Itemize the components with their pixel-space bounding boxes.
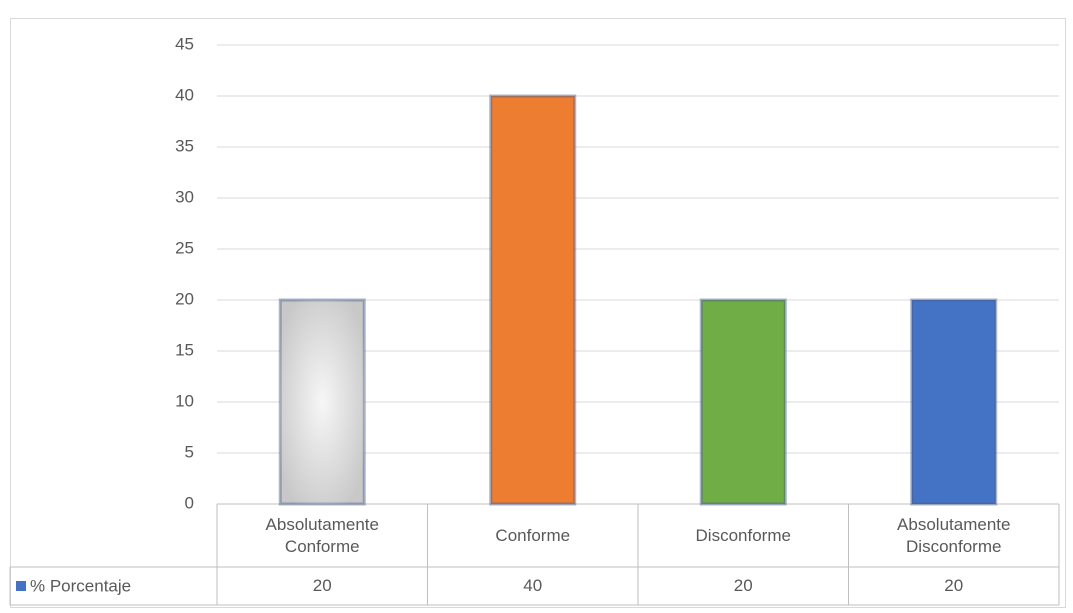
y-tick-label: 35 bbox=[175, 136, 194, 155]
bar bbox=[699, 298, 787, 506]
x-tick-label: Absolutamente Disconforme bbox=[897, 514, 1011, 556]
y-tick-label: 5 bbox=[185, 442, 194, 461]
y-tick-label: 40 bbox=[175, 85, 194, 104]
bar-shine bbox=[280, 300, 365, 504]
legend-key bbox=[16, 581, 26, 591]
y-tick-label: 0 bbox=[185, 493, 194, 512]
data-table-value: 20 bbox=[312, 576, 332, 595]
x-tick-label: Absolutamente Conforme bbox=[265, 514, 379, 556]
data-table-value: 20 bbox=[944, 576, 964, 595]
bar bbox=[489, 94, 577, 506]
bar bbox=[910, 298, 998, 506]
legend-label: % Porcentaje bbox=[30, 576, 131, 595]
y-tick-label: 30 bbox=[175, 187, 194, 206]
x-tick-label: Conforme bbox=[495, 525, 571, 545]
data-table-value: 20 bbox=[733, 576, 753, 595]
data-table-value: 40 bbox=[523, 576, 543, 595]
x-tick-label: Disconforme bbox=[695, 525, 791, 545]
y-tick-label: 10 bbox=[175, 391, 194, 410]
y-tick-label: 20 bbox=[175, 289, 194, 308]
y-tick-label: 45 bbox=[175, 34, 194, 53]
y-tick-label: 25 bbox=[175, 238, 194, 257]
y-tick-label: 15 bbox=[175, 340, 194, 359]
